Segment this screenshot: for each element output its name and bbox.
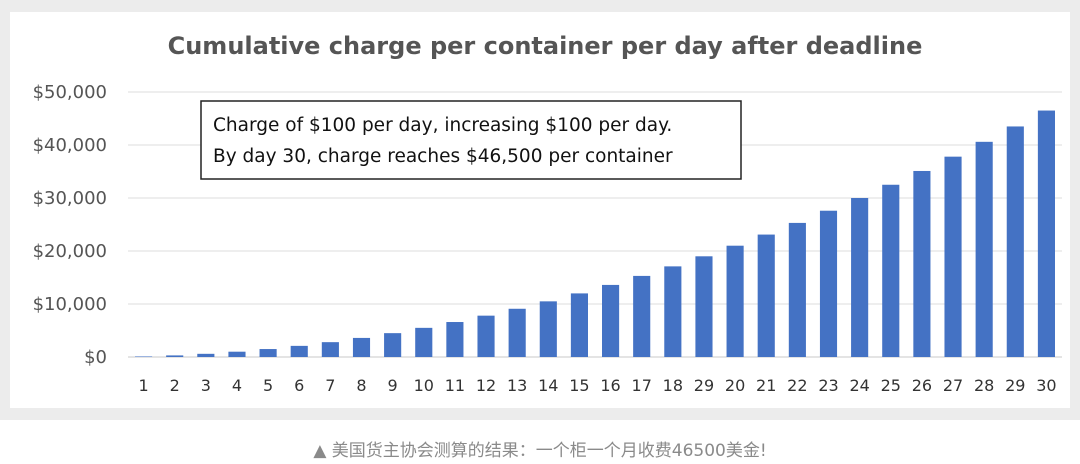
- annotation-line-1: Charge of $100 per day, increasing $100 …: [213, 115, 672, 136]
- bars: [135, 110, 1055, 357]
- x-tick-label: 7: [325, 376, 335, 395]
- x-tick-label: 16: [600, 376, 620, 395]
- bar: [446, 322, 464, 357]
- bar: [975, 141, 993, 357]
- x-tick-label: 5: [263, 376, 273, 395]
- x-tick-label: 25: [881, 376, 901, 395]
- x-tick-label: 3: [201, 376, 211, 395]
- x-tick-label: 4: [232, 376, 242, 395]
- chart-title: Cumulative charge per container per day …: [168, 32, 923, 60]
- bar: [788, 222, 806, 357]
- annotation-box: Charge of $100 per day, increasing $100 …: [200, 100, 742, 180]
- bar: [944, 156, 962, 357]
- bar: [259, 349, 277, 357]
- x-tick-label: 21: [756, 376, 776, 395]
- x-tick-label: 17: [632, 376, 652, 395]
- bar: [664, 266, 682, 357]
- x-tick-label: 14: [538, 376, 558, 395]
- x-tick-label: 10: [414, 376, 434, 395]
- y-tick-label: $50,000: [33, 82, 107, 103]
- y-axis-ticks: $0 $10,000 $20,000 $30,000 $40,000 $50,000: [33, 82, 107, 368]
- bar: [539, 301, 557, 357]
- bar: [851, 198, 869, 357]
- x-tick-label: 28: [974, 376, 994, 395]
- x-tick-label: 26: [912, 376, 932, 395]
- bar: [228, 351, 246, 357]
- x-tick-label: 18: [663, 376, 683, 395]
- bar: [384, 333, 402, 357]
- bar: [508, 308, 526, 357]
- x-tick-label: 30: [1036, 376, 1056, 395]
- x-tick-label: 6: [294, 376, 304, 395]
- y-tick-label: $10,000: [33, 294, 107, 315]
- bar: [290, 345, 308, 357]
- x-tick-label: 24: [849, 376, 869, 395]
- x-tick-label: 15: [569, 376, 589, 395]
- x-tick-label: 29: [694, 376, 714, 395]
- y-tick-label: $30,000: [33, 188, 107, 209]
- bar: [135, 356, 153, 357]
- x-tick-label: 12: [476, 376, 496, 395]
- y-tick-label: $40,000: [33, 135, 107, 156]
- bar: [695, 256, 713, 357]
- x-tick-label: 22: [787, 376, 807, 395]
- bar: [913, 170, 931, 357]
- y-tick-label: $20,000: [33, 241, 107, 262]
- bar: [352, 337, 371, 357]
- bar-chart: Cumulative charge per container per day …: [33, 32, 1062, 395]
- x-tick-label: 23: [818, 376, 838, 395]
- bar: [602, 284, 620, 357]
- x-tick-label: 20: [725, 376, 745, 395]
- bar: [1006, 126, 1024, 357]
- x-tick-label: 2: [170, 376, 180, 395]
- bar: [197, 353, 215, 357]
- x-tick-label: 27: [943, 376, 963, 395]
- bar: [321, 342, 339, 357]
- image-frame: Cumulative charge per container per day …: [0, 0, 1080, 420]
- bar: [633, 275, 651, 357]
- bar: [415, 327, 433, 357]
- x-axis-ticks: 1 2 3 4 5 6 7 8 9 10 11 12 13 14 15 16 17 18 29 20 21 22 23 24 2…: [138, 376, 1056, 395]
- bar: [570, 293, 588, 357]
- bar: [1037, 110, 1055, 357]
- x-tick-label: 13: [507, 376, 527, 395]
- annotation-line-2: By day 30, charge reaches $46,500 per co…: [213, 146, 673, 167]
- bar: [882, 184, 900, 357]
- bar: [166, 355, 184, 357]
- y-tick-label: $0: [84, 347, 107, 368]
- x-tick-label: 9: [388, 376, 398, 395]
- bar: [819, 210, 838, 357]
- chart-panel: Cumulative charge per container per day …: [10, 12, 1070, 408]
- bar: [726, 245, 744, 357]
- bar: [757, 234, 775, 357]
- x-tick-label: 1: [138, 376, 148, 395]
- bar: [477, 315, 495, 357]
- figure-caption: ▲ 美国货主协会测算的结果：一个柜一个月收费46500美金!: [313, 441, 767, 461]
- x-tick-label: 8: [356, 376, 366, 395]
- annotation-border: [200, 100, 742, 180]
- x-tick-label: 29: [1005, 376, 1025, 395]
- x-tick-label: 11: [445, 376, 465, 395]
